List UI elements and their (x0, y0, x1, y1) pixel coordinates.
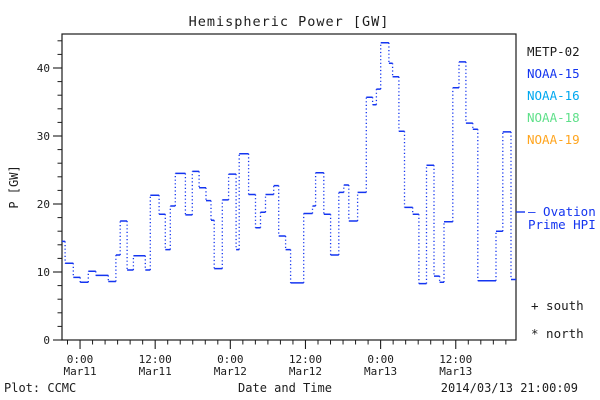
x-tick-date-label: Mar13 (364, 365, 397, 378)
north-marker-label: * north (531, 326, 584, 341)
x-tick-date-label: Mar12 (289, 365, 322, 378)
south-marker-label: + south (531, 298, 584, 313)
x-tick-time-label: 0:00 (217, 353, 244, 366)
satellite-legend: METP-02 NOAA-15 NOAA-16 NOAA-18 NOAA-19 (527, 44, 580, 147)
x-tick-date-label: Mar11 (63, 365, 96, 378)
y-tick-label: 20 (37, 198, 50, 211)
plot-timestamp: 2014/03/13 21:00:09 (441, 381, 578, 395)
y-axis-label: P [GW] (7, 165, 21, 208)
line-legend-label-2: Prime HPI (528, 217, 596, 232)
x-tick-date-label: Mar13 (439, 365, 472, 378)
legend-item-metp-02: METP-02 (527, 44, 580, 59)
legend-item-noaa-15: NOAA-15 (527, 66, 580, 81)
y-tick-label: 30 (37, 130, 50, 143)
x-tick-time-label: 12:00 (439, 353, 472, 366)
hpi-step-line-vertical (64, 42, 512, 284)
x-tick-time-label: 0:00 (67, 353, 94, 366)
plot-box (61, 33, 517, 341)
axes: 0:00Mar1112:00Mar110:00Mar1212:00Mar120:… (37, 33, 517, 378)
legend-item-noaa-18: NOAA-18 (527, 110, 580, 125)
line-legend-label-1: — Ovation (528, 204, 596, 219)
data-series (62, 42, 516, 285)
x-axis-label: Date and Time (238, 381, 332, 395)
legend-item-noaa-19: NOAA-19 (527, 132, 580, 147)
x-tick-date-label: Mar12 (214, 365, 247, 378)
hpi-step-line-horizontal (62, 42, 516, 285)
chart-title: Hemispheric Power [GW] (189, 14, 390, 30)
y-tick-label: 10 (37, 266, 50, 279)
x-tick-date-label: Mar11 (139, 365, 172, 378)
y-tick-label: 0 (43, 334, 50, 347)
y-tick-label: 40 (37, 62, 50, 75)
x-tick-time-label: 12:00 (139, 353, 172, 366)
legend-item-noaa-16: NOAA-16 (527, 88, 580, 103)
plot-credit: Plot: CCMC (4, 381, 76, 395)
x-tick-time-label: 12:00 (289, 353, 322, 366)
x-tick-time-label: 0:00 (367, 353, 394, 366)
